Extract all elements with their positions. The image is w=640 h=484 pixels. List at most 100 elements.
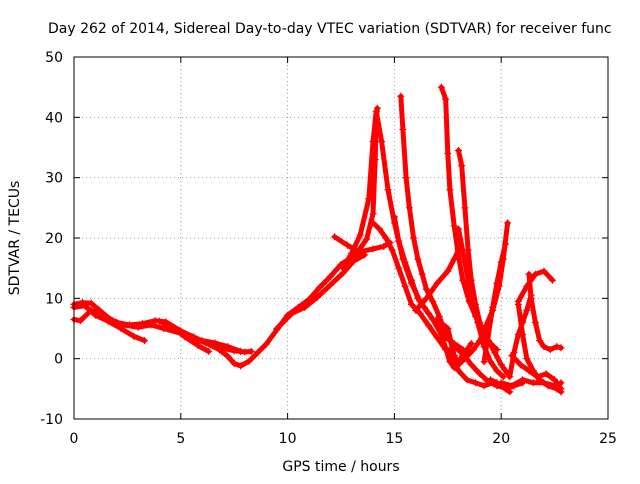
data-point [508, 352, 516, 360]
data-point [194, 341, 202, 349]
data-point [467, 294, 475, 302]
data-point [247, 347, 255, 355]
data-point [454, 252, 462, 260]
data-point [519, 376, 527, 384]
data-point [356, 231, 364, 239]
data-point [343, 241, 351, 249]
data-point [444, 325, 452, 332]
data-point [458, 162, 466, 170]
y-tick-label: -10 [40, 412, 63, 428]
axis-ticks: 0 5 10 15 20 25 -10 0 10 20 30 40 50 [40, 50, 617, 447]
data-point [401, 258, 409, 266]
data-point [553, 385, 561, 393]
data-point [354, 247, 362, 255]
series-track-24 [525, 270, 565, 354]
series-track-13 [437, 83, 512, 378]
x-tick-label: 0 [70, 431, 79, 447]
data-point [100, 311, 108, 319]
data-point [493, 346, 501, 354]
data-point [372, 107, 380, 115]
data-point [414, 255, 422, 263]
data-point [395, 264, 403, 272]
series-track-09 [369, 219, 458, 360]
data-point [557, 344, 565, 352]
data-point [326, 281, 334, 289]
series-trace [274, 252, 367, 331]
data-point [454, 147, 462, 155]
data-point [288, 309, 296, 317]
data-point [429, 297, 437, 305]
data-point [529, 379, 537, 387]
data-point [525, 270, 533, 278]
data-point [544, 382, 552, 390]
data-point [508, 382, 516, 390]
data-point [422, 285, 430, 293]
data-point [531, 318, 539, 326]
data-point [464, 246, 472, 254]
data-point [262, 340, 270, 348]
data-point [542, 370, 550, 378]
series-trace [438, 84, 511, 377]
data-point [198, 337, 206, 345]
data-point [551, 376, 559, 384]
data-point [331, 233, 339, 241]
data-point [454, 225, 462, 233]
y-tick-label: 50 [45, 50, 63, 66]
x-tick-label: 25 [599, 431, 617, 447]
data-point [301, 303, 309, 311]
series-trace [456, 226, 506, 380]
data-point [444, 150, 452, 158]
data-point [117, 325, 125, 332]
data-point [273, 325, 281, 332]
data-point [514, 300, 522, 308]
series-track-25 [514, 300, 565, 396]
data-point [401, 282, 409, 290]
x-tick-label: 10 [279, 431, 297, 447]
data-point [416, 309, 424, 317]
series-trace [526, 271, 564, 353]
data-point [516, 361, 524, 369]
data-point [126, 321, 134, 329]
series-trace [370, 220, 457, 359]
x-tick-label: 15 [385, 431, 403, 447]
x-axis-label: GPS time / hours [282, 459, 399, 475]
x-tick-label: 5 [176, 431, 185, 447]
data-point [437, 83, 445, 91]
chart-title: Day 262 of 2014, Sidereal Day-to-day VTE… [48, 21, 612, 37]
data-point [363, 235, 371, 243]
data-point [365, 195, 373, 203]
data-point [410, 234, 418, 242]
data-point [130, 332, 138, 340]
data-point [399, 125, 407, 133]
data-point [497, 258, 505, 266]
y-tick-label: 0 [54, 352, 63, 368]
data-point [501, 240, 509, 248]
data-point [384, 186, 392, 194]
data-point [211, 339, 219, 347]
data-point [407, 276, 415, 284]
data-point [339, 264, 347, 272]
data-point [87, 306, 95, 314]
data-point [205, 347, 213, 355]
data-point [454, 367, 462, 375]
data-point [397, 92, 405, 100]
data-point [230, 359, 238, 367]
data-point [369, 245, 377, 253]
data-point [459, 276, 467, 284]
data-point [412, 306, 420, 314]
data-point [480, 358, 488, 366]
data-point [461, 258, 469, 266]
data-point [442, 95, 450, 103]
data-point [348, 249, 356, 257]
x-tick-label: 20 [492, 431, 510, 447]
data-point [190, 333, 198, 341]
data-point [529, 367, 537, 375]
data-point [237, 347, 245, 355]
data-point [425, 321, 433, 329]
data-point [463, 376, 471, 384]
data-point [519, 331, 527, 339]
data-point [548, 276, 556, 284]
series-track-04 [155, 317, 213, 355]
